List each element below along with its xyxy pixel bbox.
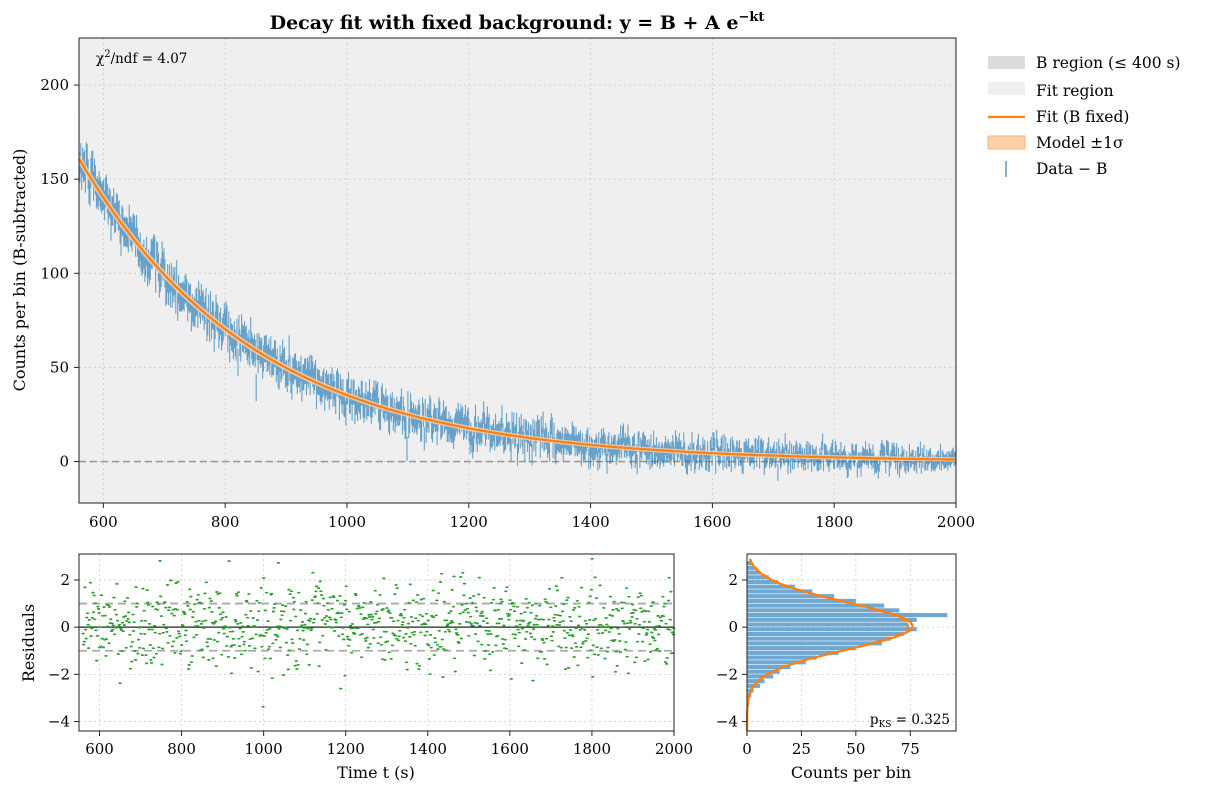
- main-x-tick-label: 1000: [328, 513, 366, 531]
- residuals-axis-ticks: 600 800 1000 1200 1400 1600 1800 2000 −4 −2 0 2: [48, 571, 693, 758]
- residual-points: [81, 557, 676, 708]
- chi-superscript: 2: [104, 49, 110, 60]
- residuals-y-tick-label: 2: [60, 571, 70, 589]
- legend-label-b-region: B region (≤ 400 s): [1036, 54, 1181, 72]
- main-y-tick-label: 50: [50, 358, 69, 376]
- histogram-y-tick-label: −4: [716, 713, 738, 731]
- pks-annotation: pKS = 0.325: [870, 712, 950, 730]
- legend-swatch-model-band: [987, 135, 1026, 150]
- histogram-bar: [747, 570, 761, 575]
- residuals-y-axis-label: Residuals: [19, 604, 38, 682]
- histogram-y-tick-label: −2: [716, 665, 738, 683]
- residuals-panel: 600 800 1000 1200 1400 1600 1800 2000 −4 −2 0 2 Tim…: [19, 553, 693, 782]
- histogram-frame: [746, 553, 957, 732]
- histogram-x-tick-label: 0: [742, 740, 752, 758]
- histogram-bar: [747, 603, 885, 608]
- main-y-tick-label: 100: [40, 264, 69, 282]
- histogram-bar: [747, 617, 917, 622]
- residual-point-set: [81, 557, 676, 708]
- histogram-bar: [747, 674, 774, 679]
- gaussian-fit-curve: [745, 558, 914, 731]
- histogram-bar: [747, 613, 948, 618]
- histogram-bar: [747, 660, 806, 665]
- residuals-frame: [78, 553, 675, 732]
- histogram-bar: [747, 631, 904, 636]
- chi-symbol: χ: [96, 51, 104, 67]
- legend: B region (≤ 400 s) Fit region Fit (B fix…: [987, 54, 1181, 178]
- residuals-x-tick-label: 2000: [655, 740, 693, 758]
- fit-region-background: [79, 38, 956, 503]
- residuals-y-tick-label: 0: [60, 618, 70, 636]
- residuals-x-tick-label: 600: [85, 740, 114, 758]
- histogram-bar: [747, 579, 778, 585]
- pks-rest: = 0.325: [891, 712, 950, 728]
- residuals-x-tick-label: 1000: [245, 740, 283, 758]
- main-x-tick-label: 600: [89, 513, 118, 531]
- residuals-x-axis-label: Time t (s): [337, 763, 415, 782]
- main-y-tick-label: 200: [40, 76, 69, 94]
- legend-label-model-band: Model ±1σ: [1036, 134, 1124, 152]
- main-x-tick-label: 1800: [815, 513, 853, 531]
- histogram-bar: [747, 679, 765, 684]
- histogram-bar: [747, 646, 856, 651]
- residuals-y-tick-label: −4: [48, 713, 70, 731]
- histogram-bar: [747, 650, 839, 655]
- histogram-bar: [747, 589, 813, 594]
- main-x-tick-label: 1200: [450, 513, 488, 531]
- histogram-bar: [747, 584, 795, 589]
- main-y-tick-label: 0: [59, 453, 69, 471]
- histogram-bar: [747, 608, 900, 613]
- main-plot-panel: 600 800 1000 1200 1400 1600 1800 2000 0 50 100 150 2…: [10, 37, 975, 531]
- main-y-tick-label: 150: [40, 170, 69, 188]
- histogram-bar: [747, 561, 752, 566]
- histogram-bar: [747, 636, 891, 641]
- pks-subscript: KS: [879, 720, 892, 730]
- histogram-y-tick-label: 2: [728, 571, 738, 589]
- legend-label-fit: Fit (B fixed): [1036, 108, 1129, 126]
- residuals-reference-lines: [79, 602, 674, 652]
- histogram-bar: [747, 669, 780, 674]
- residuals-y-tick-label: −2: [48, 665, 70, 683]
- main-y-axis-label: Counts per bin (B-subtracted): [10, 149, 29, 392]
- main-x-tick-label: 1400: [571, 513, 609, 531]
- legend-swatch-fit-region: [988, 82, 1025, 95]
- residuals-x-tick-label: 1800: [573, 740, 611, 758]
- histogram-bar: [747, 565, 756, 570]
- histogram-bar: [747, 641, 882, 646]
- histogram-x-tick-label: 25: [792, 740, 811, 758]
- legend-label-fit-region: Fit region: [1036, 82, 1114, 100]
- chi-rest: /ndf = 4.07: [111, 51, 188, 67]
- main-axis-ticks: 600 800 1000 1200 1400 1600 1800 2000 0 50 100 150 2…: [40, 76, 975, 531]
- residuals-x-tick-label: 1600: [491, 740, 529, 758]
- histogram-x-axis-label: Counts per bin: [791, 763, 911, 782]
- histogram-bar: [747, 594, 835, 599]
- histogram-bar: [747, 575, 769, 580]
- pks-p: p: [870, 712, 879, 728]
- legend-label-data: Data − B: [1036, 160, 1107, 178]
- main-plot-frame: [78, 37, 957, 504]
- histogram-axis-ticks: 0 25 50 75 −4 −2 0 2: [716, 571, 920, 758]
- histogram-bar: [747, 655, 817, 660]
- main-x-tick-label: 800: [211, 513, 240, 531]
- histogram-x-tick-label: 75: [901, 740, 920, 758]
- legend-swatch-b-region: [988, 56, 1025, 69]
- main-x-tick-label: 1600: [693, 513, 731, 531]
- residual-histogram-panel: 0 25 50 75 −4 −2 0 2 pKS = 0.325 Counts per bin: [716, 553, 957, 782]
- main-x-tick-label: 2000: [937, 513, 975, 531]
- histogram-x-tick-label: 50: [846, 740, 865, 758]
- fit-curve: [78, 157, 957, 461]
- residuals-x-tick-label: 1400: [409, 740, 447, 758]
- histogram-y-tick-label: 0: [728, 618, 738, 636]
- title-superscript: −kt: [739, 10, 765, 25]
- histogram-bar: [747, 622, 909, 627]
- histogram-bar: [747, 664, 791, 670]
- chart-title: Decay fit with fixed background: y = B +…: [270, 10, 765, 34]
- chi2-annotation: χ2/ndf = 4.07: [96, 49, 187, 67]
- histogram-bar: [747, 598, 856, 603]
- residuals-x-tick-label: 800: [167, 740, 196, 758]
- residuals-x-tick-label: 1200: [327, 740, 365, 758]
- title-main: Decay fit with fixed background: y = B +…: [270, 12, 739, 34]
- histogram-bar: [747, 627, 917, 632]
